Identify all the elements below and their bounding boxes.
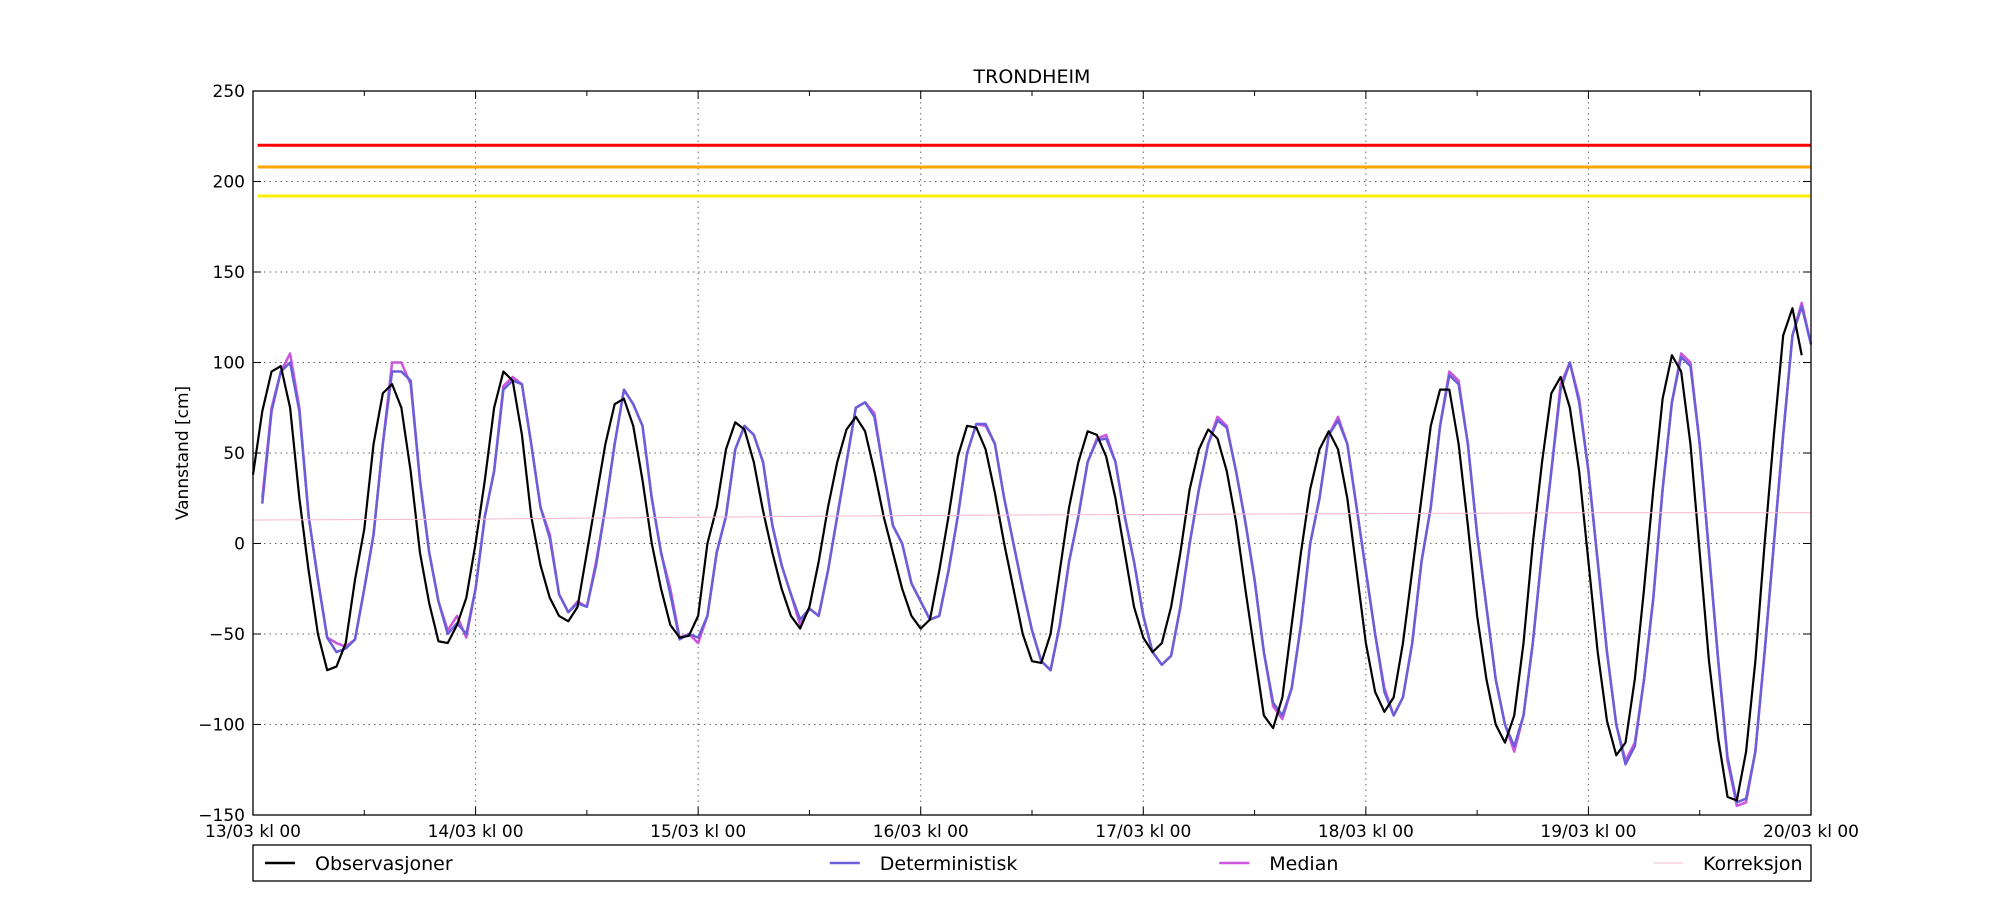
- series-line: [261, 305, 1813, 804]
- threshold-lines: [257, 143, 1811, 198]
- y-tick-label: −50: [209, 625, 245, 645]
- y-tick-label: −100: [198, 716, 245, 736]
- y-tick-label: 50: [223, 444, 245, 464]
- x-tick-label: 20/03 kl 00: [1763, 822, 1859, 842]
- series-line: [251, 307, 1803, 802]
- series-line: [252, 512, 1811, 521]
- grid: [253, 91, 1811, 815]
- x-tick-label: 18/03 kl 00: [1318, 822, 1414, 842]
- legend-label: Median: [1269, 853, 1338, 875]
- y-axis-label: Vannstand [cm]: [173, 386, 193, 520]
- legend-label: Korreksjon: [1703, 853, 1803, 875]
- y-tick-label: 100: [213, 354, 245, 374]
- legend-label: Deterministisk: [880, 853, 1018, 875]
- x-tick-label: 17/03 kl 00: [1095, 822, 1191, 842]
- legend-label: Observasjoner: [315, 853, 453, 875]
- chart-title: TRONDHEIM: [973, 66, 1091, 88]
- x-tick-label: 13/03 kl 00: [205, 822, 301, 842]
- x-tick-label: 16/03 kl 00: [873, 822, 969, 842]
- y-tick-label: 0: [234, 535, 245, 555]
- y-tick-label: 200: [213, 173, 245, 193]
- y-tick-label: 250: [213, 82, 245, 102]
- series-line: [261, 301, 1813, 808]
- legend-box: [252, 844, 1812, 882]
- x-tick-label: 15/03 kl 00: [650, 822, 746, 842]
- x-axis-ticks: 13/03 kl 00 14/03 kl 00 15/03 kl 00 16/03 k…: [205, 91, 1859, 842]
- y-axis-ticks: −150 −100 −50 0 50 100 150 200 250: [198, 82, 1811, 826]
- x-tick-label: 14/03 kl 00: [428, 822, 524, 842]
- y-tick-label: 150: [213, 263, 245, 283]
- y-tick-label: −150: [198, 806, 245, 826]
- plot-series: [251, 301, 1813, 808]
- legend: Observasjoner Deterministisk Median Korreks…: [252, 844, 1812, 882]
- x-tick-label: 19/03 kl 00: [1540, 822, 1636, 842]
